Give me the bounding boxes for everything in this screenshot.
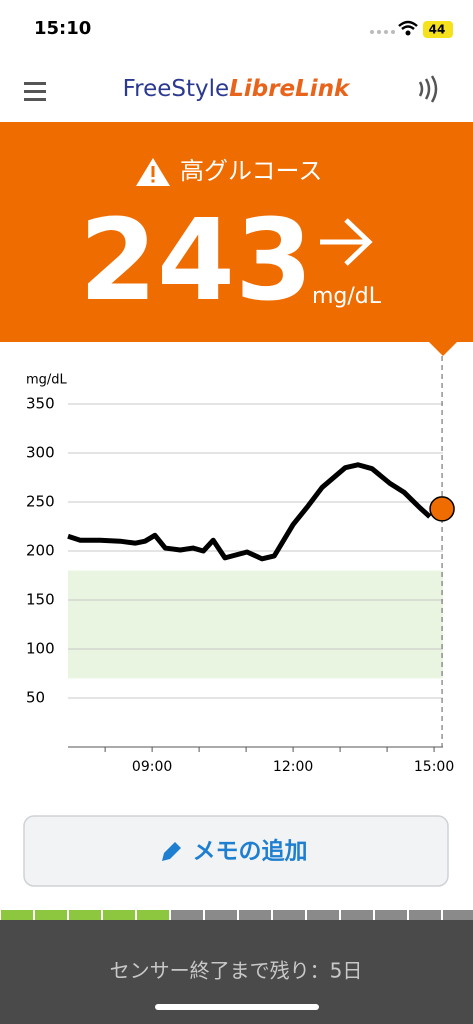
home-indicator [155, 1004, 319, 1010]
alert-banner [0, 122, 473, 342]
progress-segment [341, 910, 373, 920]
menu-button[interactable] [24, 82, 46, 101]
y-tick-label: 350 [26, 395, 55, 413]
sensor-remaining: センサー終了まで残り：5日 [110, 959, 363, 983]
progress-segment [103, 910, 135, 920]
sensor-progress [1, 910, 473, 920]
logo-part1: FreeStyle [123, 76, 230, 102]
glucose-unit: mg/dL [312, 284, 382, 309]
y-tick-label: 150 [26, 591, 55, 609]
banner-pointer [429, 342, 457, 356]
progress-segment [137, 910, 169, 920]
progress-segment [1, 910, 33, 920]
progress-segment [35, 910, 67, 920]
x-tick-label: 15:00 [414, 759, 454, 775]
add-note-button[interactable]: メモの追加 [23, 815, 449, 887]
progress-segment [69, 910, 101, 920]
app-logo: FreeStyleLibreLink [123, 76, 351, 102]
scan-button[interactable] [418, 75, 438, 103]
glucose-chart: 50 100 150 200 250 300 350 09:00 12:00 15:00 [26, 356, 455, 775]
progress-segment [409, 910, 441, 920]
warning-icon [136, 158, 170, 186]
progress-segment [375, 910, 407, 920]
progress-segment [307, 910, 339, 920]
y-tick-label: 100 [26, 640, 55, 658]
progress-segment [443, 910, 473, 920]
y-tick-label: 50 [26, 689, 45, 707]
logo-part2: LibreLink [229, 76, 351, 102]
status-icons [370, 20, 453, 38]
progress-segment [239, 910, 271, 920]
glucose-value: 243 [79, 196, 313, 326]
y-axis-label: mg/dL [26, 373, 68, 388]
y-tick-label: 300 [26, 444, 55, 462]
progress-segment [273, 910, 305, 920]
y-tick-label: 250 [26, 493, 55, 511]
battery-level: 44 [429, 23, 446, 37]
x-tick-label: 09:00 [132, 759, 172, 775]
progress-segment [205, 910, 237, 920]
current-reading [429, 496, 455, 522]
progress-segment [171, 910, 203, 920]
y-tick-label: 200 [26, 542, 55, 560]
alert-label: 高グルコース [180, 157, 322, 185]
x-tick-label: 12:00 [273, 759, 313, 775]
glucose-line [67, 462, 432, 562]
trend-arrow [320, 218, 373, 266]
status-time: 15:10 [34, 18, 91, 39]
button-label[interactable]: メモの追加 [193, 838, 308, 865]
target-range [68, 570, 443, 679]
